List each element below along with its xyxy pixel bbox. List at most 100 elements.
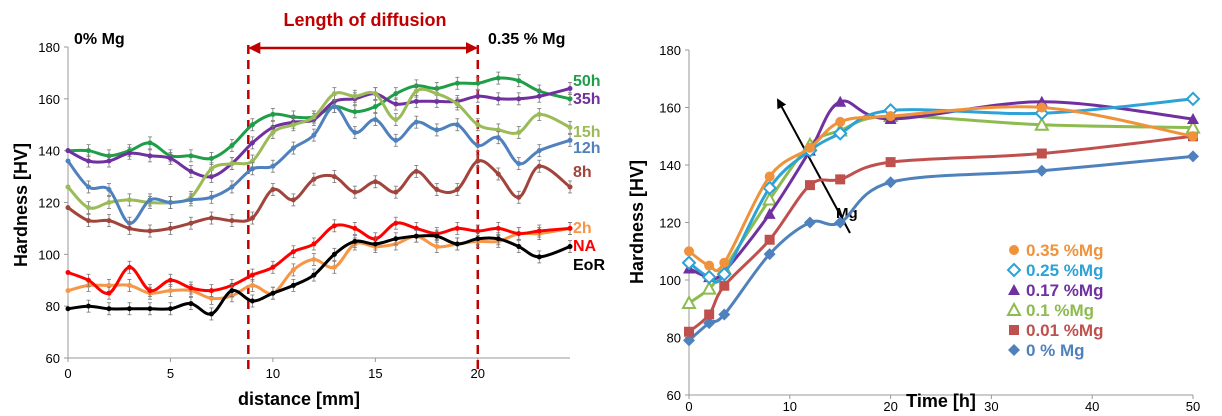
legend-marker (1006, 262, 1022, 278)
data-point (270, 187, 276, 193)
data-point (270, 130, 276, 136)
data-point (1185, 91, 1201, 107)
data-point (516, 231, 522, 237)
data-point (516, 161, 522, 167)
right-chart: 60 80 100 120 140 160 180 0 10 20 30 40 50 Hardness … (627, 43, 1201, 414)
legend-label: 0.01 %Mg (1026, 321, 1103, 340)
data-point (249, 272, 255, 278)
data-point (454, 187, 460, 193)
y-tick-label: 60 (46, 351, 60, 366)
data-point (147, 306, 153, 312)
x-tick-label: 50 (1186, 399, 1200, 411)
data-point (106, 282, 112, 288)
legend-marker (1009, 325, 1019, 335)
legend: 0.35 %Mg0.25 %Mg0.17 %Mg0.1 %Mg0.01 %Mg0… (1006, 241, 1103, 360)
mg-arrow (777, 98, 851, 234)
data-point (475, 93, 481, 99)
series-0.35 %Mg (684, 102, 1198, 273)
data-point (454, 101, 460, 107)
series-line (66, 87, 571, 210)
data-point (684, 246, 694, 257)
data-point (352, 109, 358, 115)
data-point (804, 180, 815, 191)
data-point (167, 225, 173, 231)
data-point (475, 236, 481, 242)
series-label-EoR: EoR (573, 257, 605, 274)
data-point (719, 257, 730, 268)
y-tick-label: 140 (659, 158, 681, 173)
data-point (434, 127, 440, 133)
data-point (1036, 102, 1047, 113)
x-tick-label: 0 (64, 366, 71, 381)
data-point (331, 223, 337, 229)
data-point (85, 218, 91, 224)
series-label-15h: 15h (573, 124, 601, 141)
data-point (270, 163, 276, 169)
y-tick-label: 60 (667, 388, 681, 403)
data-point (495, 236, 501, 242)
series-50h (65, 71, 573, 165)
data-point (85, 277, 91, 283)
data-point (718, 308, 731, 321)
data-point (352, 130, 358, 136)
series-line (67, 159, 571, 233)
series-0.1 %Mg (681, 108, 1201, 309)
data-point (454, 241, 460, 247)
data-point (65, 205, 71, 211)
data-point (249, 215, 255, 221)
data-point (703, 317, 716, 330)
data-point (106, 290, 112, 296)
data-point (413, 168, 419, 174)
data-point (249, 166, 255, 172)
data-point (413, 88, 419, 94)
data-point (167, 306, 173, 312)
data-point (434, 244, 440, 250)
data-point (536, 254, 542, 260)
data-point (331, 91, 337, 97)
data-point (290, 122, 296, 128)
data-point (249, 158, 255, 164)
data-point (290, 282, 296, 288)
data-point (434, 187, 440, 193)
series-15h (65, 84, 573, 215)
data-point (372, 117, 378, 123)
data-point (249, 298, 255, 304)
series-0.25 %Mg (681, 91, 1201, 285)
series-line (66, 105, 571, 225)
data-point (413, 119, 419, 125)
data-point (413, 233, 419, 239)
data-point (331, 251, 337, 257)
data-point (290, 249, 296, 255)
x-tick-label: 40 (1085, 399, 1099, 411)
data-point (681, 255, 697, 271)
data-point (567, 85, 573, 91)
data-point (454, 122, 460, 128)
data-point (832, 125, 848, 141)
data-point (1188, 131, 1198, 142)
data-point (495, 171, 501, 177)
data-point (229, 184, 235, 190)
data-point (188, 168, 194, 174)
data-point (188, 301, 194, 307)
x-tick-label: 10 (266, 366, 280, 381)
x-tick-label: 0 (685, 399, 692, 411)
data-point (393, 189, 399, 195)
y-tick-label: 180 (659, 43, 681, 58)
data-point (536, 148, 542, 154)
x-tick-label: 30 (984, 399, 998, 411)
data-point (147, 153, 153, 159)
data-point (803, 216, 816, 229)
y-tick-label: 160 (659, 101, 681, 116)
data-point (1035, 164, 1048, 177)
data-point (372, 179, 378, 185)
data-point (249, 282, 255, 288)
data-point (516, 96, 522, 102)
data-point (495, 75, 501, 81)
data-point (495, 96, 501, 102)
data-point (495, 127, 501, 133)
data-point (683, 334, 695, 347)
right-series-group (681, 91, 1201, 347)
data-point (434, 98, 440, 104)
data-point (311, 241, 317, 247)
